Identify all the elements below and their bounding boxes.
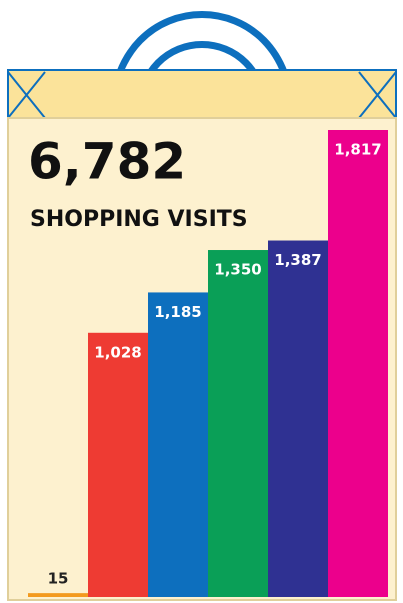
value-label: 1,028	[94, 343, 141, 361]
value-label: 15	[48, 570, 69, 588]
chart: 6,782 SHOPPING VISITS 15 1,028 1,185 1,350 1…	[0, 0, 403, 603]
value-label: 1,817	[334, 141, 381, 159]
bag-flap	[8, 70, 396, 118]
value-label: 1,350	[214, 261, 261, 279]
total: 6,782	[28, 133, 186, 191]
bar	[268, 241, 328, 597]
value-label: 1,387	[274, 251, 321, 269]
bar	[28, 593, 88, 597]
bar	[328, 130, 388, 597]
bar	[208, 250, 268, 597]
value-label: 1,185	[154, 303, 201, 321]
bar	[88, 333, 148, 597]
bar	[148, 292, 208, 597]
subtitle: SHOPPING VISITS	[30, 207, 248, 232]
